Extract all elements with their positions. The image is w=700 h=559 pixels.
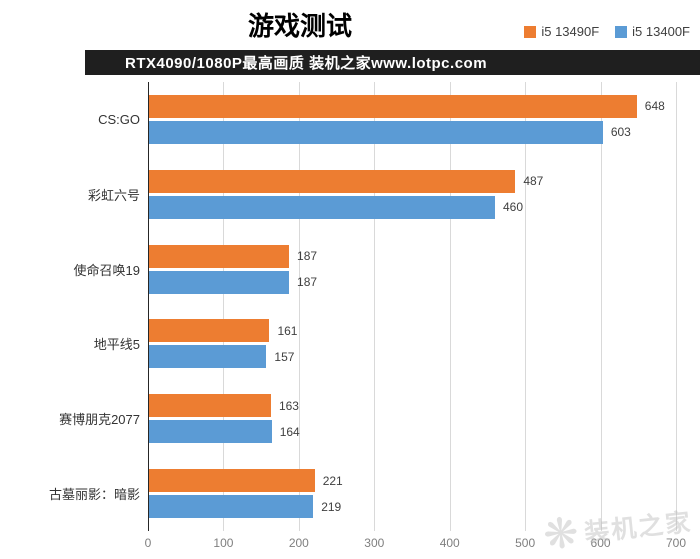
- category-label: 赛博朋克2077: [59, 412, 140, 428]
- gridline-200: [298, 82, 300, 531]
- x-tick-label: 300: [364, 536, 385, 550]
- x-tick-label: 400: [439, 536, 460, 550]
- bar-line: 187: [148, 244, 676, 268]
- x-tick-label: 600: [590, 536, 611, 550]
- bar-line: 221: [148, 469, 676, 493]
- bar-chart-plot-area: 648 603 487 460 187 187 161 157 163 164 221 219: [148, 82, 677, 531]
- bar-i5-13490f: [148, 469, 315, 493]
- page-title: 游戏测试: [247, 11, 352, 41]
- bar-line: 648: [148, 94, 676, 118]
- gridline-500: [525, 82, 527, 531]
- category-label: 古墓丽影：暗影: [48, 487, 140, 503]
- bar-value-label: 603: [610, 125, 631, 140]
- legend-label: i5 13400F: [632, 24, 690, 39]
- chart-row-5: 163 164: [148, 381, 676, 456]
- gridline-100: [223, 82, 225, 531]
- bar-i5-13490f: [148, 394, 271, 418]
- chart-subtitle-banner: RTX4090/1080P最高画质 装机之家www.lotpc.com: [85, 50, 700, 75]
- bar-i5-13400f: [148, 345, 267, 369]
- legend: i5 13490F i5 13400F: [524, 24, 690, 39]
- bar-value-label: 219: [321, 499, 342, 514]
- category-label: CS:GO: [98, 111, 140, 127]
- bar-value-label: 163: [278, 398, 299, 413]
- x-tick-label: 500: [515, 536, 536, 550]
- bar-value-label: 187: [297, 275, 318, 290]
- gridline-700: [676, 82, 677, 531]
- bar-value-label: 164: [279, 424, 300, 439]
- legend-label: i5 13490F: [541, 24, 600, 39]
- bar-value-label: 487: [523, 174, 544, 189]
- bar-i5-13490f: [148, 319, 270, 343]
- bar-i5-13490f: [148, 244, 290, 268]
- bar-line: 163: [148, 394, 676, 418]
- bar-rows: 648 603 487 460 187 187 161 157 163 164 221 219: [148, 82, 676, 531]
- bar-i5-13400f: [148, 120, 603, 144]
- bar-value-label: 161: [277, 323, 298, 338]
- bar-i5-13400f: [148, 420, 272, 444]
- bar-line: 460: [148, 195, 676, 219]
- x-axis-tick-labels: 0 100 200 300 400 500 600 700: [144, 536, 686, 551]
- chart-row-3: 187 187: [148, 232, 676, 307]
- bar-line: 487: [148, 169, 676, 193]
- chart-row-4: 161 157: [148, 306, 676, 381]
- bar-value-label: 221: [322, 473, 343, 488]
- y-axis-line: [148, 82, 149, 531]
- category-label: 地平线5: [93, 337, 140, 353]
- category-label: 使命召唤19: [73, 262, 140, 278]
- bar-line: 219: [148, 495, 676, 519]
- bar-value-label: 648: [644, 99, 665, 114]
- x-tick-label: 100: [213, 536, 234, 550]
- bar-i5-13400f: [148, 270, 290, 294]
- bar-value-label: 460: [502, 200, 523, 215]
- chart-row-1: 648 603: [148, 82, 676, 157]
- bar-line: 161: [148, 319, 676, 343]
- legend-item-i5-13490f: i5 13490F: [524, 24, 599, 39]
- category-axis-labels: CS:GO 彩虹六号使命召唤19 地平线5 赛博朋克2077 古墓丽影：暗影: [0, 82, 140, 531]
- bar-i5-13490f: [148, 94, 637, 118]
- x-tick-label: 700: [665, 536, 687, 550]
- legend-swatch-orange: [524, 25, 537, 38]
- bar-value-label: 157: [274, 349, 295, 364]
- category-label: 彩虹六号: [87, 187, 140, 203]
- bar-line: 164: [148, 420, 676, 444]
- x-tick-label: 200: [288, 536, 309, 550]
- bar-line: 157: [148, 345, 676, 369]
- gridline-600: [600, 82, 602, 531]
- chart-row-2: 487 460: [148, 157, 676, 232]
- bar-line: 603: [148, 120, 676, 144]
- chart-row-6: 221 219: [148, 456, 676, 531]
- gridline-400: [449, 82, 451, 531]
- legend-item-i5-13400f: i5 13400F: [615, 24, 690, 39]
- legend-swatch-blue: [615, 25, 628, 38]
- bar-i5-13400f: [148, 195, 495, 219]
- bar-i5-13400f: [148, 495, 314, 519]
- bar-i5-13490f: [148, 169, 516, 193]
- bar-line: 187: [148, 270, 676, 294]
- bar-value-label: 187: [297, 249, 318, 264]
- x-tick-label: 0: [144, 536, 152, 550]
- gridline-300: [374, 82, 376, 531]
